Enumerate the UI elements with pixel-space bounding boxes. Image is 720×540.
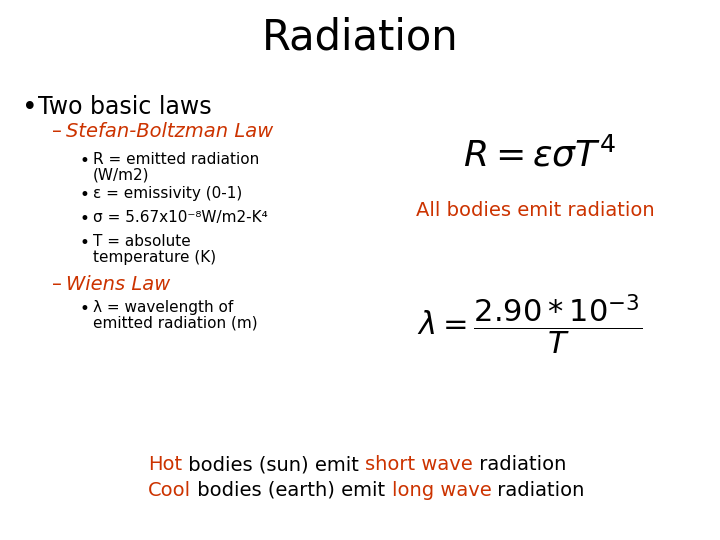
Text: long wave: long wave — [392, 481, 491, 500]
Text: R = emitted radiation: R = emitted radiation — [93, 152, 259, 167]
Text: σ = 5.67x10⁻⁸W/m2-K⁴: σ = 5.67x10⁻⁸W/m2-K⁴ — [93, 210, 268, 225]
Text: Hot: Hot — [148, 456, 182, 475]
Text: •: • — [22, 95, 37, 121]
Text: All bodies emit radiation: All bodies emit radiation — [415, 200, 654, 219]
Text: $R = \varepsilon\sigma T^4$: $R = \varepsilon\sigma T^4$ — [464, 137, 616, 173]
Text: •: • — [80, 210, 90, 228]
Text: bodies (earth) emit: bodies (earth) emit — [191, 481, 392, 500]
Text: temperature (K): temperature (K) — [93, 250, 216, 265]
Text: Wiens Law: Wiens Law — [66, 275, 170, 294]
Text: λ = wavelength of: λ = wavelength of — [93, 300, 233, 315]
Text: •: • — [80, 186, 90, 204]
Text: Radiation: Radiation — [261, 17, 459, 59]
Text: •: • — [80, 300, 90, 318]
Text: short wave: short wave — [365, 456, 473, 475]
Text: –: – — [52, 275, 62, 294]
Text: radiation: radiation — [473, 456, 567, 475]
Text: ε = emissivity (0-1): ε = emissivity (0-1) — [93, 186, 242, 201]
Text: Stefan-Boltzman Law: Stefan-Boltzman Law — [66, 122, 274, 141]
Text: •: • — [80, 152, 90, 170]
Text: bodies (sun) emit: bodies (sun) emit — [182, 456, 365, 475]
Text: $\lambda = \dfrac{2.90 * 10^{-3}}{T}$: $\lambda = \dfrac{2.90 * 10^{-3}}{T}$ — [418, 293, 643, 357]
Text: •: • — [80, 234, 90, 252]
Text: –: – — [52, 122, 62, 141]
Text: radiation: radiation — [491, 481, 585, 500]
Text: Two basic laws: Two basic laws — [38, 95, 212, 119]
Text: T = absolute: T = absolute — [93, 234, 191, 249]
Text: Cool: Cool — [148, 481, 191, 500]
Text: emitted radiation (m): emitted radiation (m) — [93, 316, 258, 331]
Text: (W/m2): (W/m2) — [93, 168, 150, 183]
